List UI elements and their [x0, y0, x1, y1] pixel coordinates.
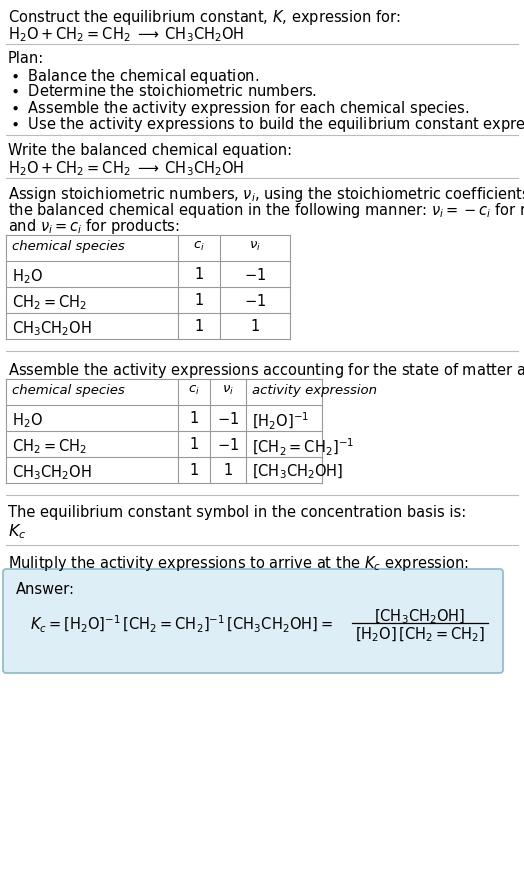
Text: $\mathrm{H_2O}$: $\mathrm{H_2O}$: [12, 411, 43, 430]
Text: $c_i$: $c_i$: [188, 384, 200, 397]
Text: Answer:: Answer:: [16, 582, 75, 597]
Text: $c_i$: $c_i$: [193, 240, 205, 253]
Text: $-1$: $-1$: [244, 267, 266, 283]
Text: Assign stoichiometric numbers, $\nu_i$, using the stoichiometric coefficients, $: Assign stoichiometric numbers, $\nu_i$, …: [8, 185, 524, 204]
Text: $\mathrm{H_2O}$: $\mathrm{H_2O}$: [12, 267, 43, 286]
Text: The equilibrium constant symbol in the concentration basis is:: The equilibrium constant symbol in the c…: [8, 505, 466, 520]
Text: $[\mathrm{CH_3CH_2OH}]$: $[\mathrm{CH_3CH_2OH}]$: [374, 608, 466, 626]
Text: 1: 1: [189, 411, 199, 426]
Text: $K_c$: $K_c$: [8, 522, 26, 540]
Text: Write the balanced chemical equation:: Write the balanced chemical equation:: [8, 143, 292, 158]
Text: $\bullet\;$ Balance the chemical equation.: $\bullet\;$ Balance the chemical equatio…: [10, 67, 259, 86]
Text: $\nu_i$: $\nu_i$: [249, 240, 261, 253]
Text: $[\mathrm{CH_3CH_2OH}]$: $[\mathrm{CH_3CH_2OH}]$: [252, 463, 343, 481]
FancyBboxPatch shape: [3, 569, 503, 673]
Text: chemical species: chemical species: [12, 240, 125, 253]
Text: Plan:: Plan:: [8, 51, 44, 66]
Text: $\mathrm{CH_3CH_2OH}$: $\mathrm{CH_3CH_2OH}$: [12, 463, 92, 481]
Text: and $\nu_i = c_i$ for products:: and $\nu_i = c_i$ for products:: [8, 217, 180, 236]
Text: 1: 1: [250, 319, 259, 334]
Text: $[\mathrm{H_2O}]^{-1}$: $[\mathrm{H_2O}]^{-1}$: [252, 411, 309, 432]
Text: $\mathrm{CH_2{=}CH_2}$: $\mathrm{CH_2{=}CH_2}$: [12, 293, 87, 312]
Text: $\mathrm{CH_3CH_2OH}$: $\mathrm{CH_3CH_2OH}$: [12, 319, 92, 338]
Text: $\bullet\;$ Use the activity expressions to build the equilibrium constant expre: $\bullet\;$ Use the activity expressions…: [10, 115, 524, 134]
Text: 1: 1: [194, 267, 204, 282]
Text: 1: 1: [194, 293, 204, 308]
Text: 1: 1: [189, 437, 199, 452]
Text: $\nu_i$: $\nu_i$: [222, 384, 234, 397]
Text: $-1$: $-1$: [244, 293, 266, 309]
Text: activity expression: activity expression: [252, 384, 377, 397]
Text: Assemble the activity expressions accounting for the state of matter and $\nu_i$: Assemble the activity expressions accoun…: [8, 361, 524, 380]
Text: Construct the equilibrium constant, $K$, expression for:: Construct the equilibrium constant, $K$,…: [8, 8, 401, 27]
Text: $\mathrm{H_2O + CH_2{=}CH_2 \;\longrightarrow\; CH_3CH_2OH}$: $\mathrm{H_2O + CH_2{=}CH_2 \;\longright…: [8, 25, 245, 44]
Text: the balanced chemical equation in the following manner: $\nu_i = -c_i$ for react: the balanced chemical equation in the fo…: [8, 201, 524, 220]
Text: 1: 1: [189, 463, 199, 478]
Text: $\bullet\;$ Assemble the activity expression for each chemical species.: $\bullet\;$ Assemble the activity expres…: [10, 99, 470, 118]
Text: $\mathrm{CH_2{=}CH_2}$: $\mathrm{CH_2{=}CH_2}$: [12, 437, 87, 455]
Text: $\mathrm{H_2O + CH_2{=}CH_2 \;\longrightarrow\; CH_3CH_2OH}$: $\mathrm{H_2O + CH_2{=}CH_2 \;\longright…: [8, 159, 245, 178]
Text: chemical species: chemical species: [12, 384, 125, 397]
Text: 1: 1: [223, 463, 233, 478]
Text: $[\mathrm{CH_2{=}CH_2}]^{-1}$: $[\mathrm{CH_2{=}CH_2}]^{-1}$: [252, 437, 354, 458]
Text: $K_c = [\mathrm{H_2O}]^{-1}\,[\mathrm{CH_2{=}CH_2}]^{-1}\,[\mathrm{CH_3CH_2OH}] : $K_c = [\mathrm{H_2O}]^{-1}\,[\mathrm{CH…: [30, 614, 333, 635]
Text: $-1$: $-1$: [217, 437, 239, 453]
Text: Mulitply the activity expressions to arrive at the $K_c$ expression:: Mulitply the activity expressions to arr…: [8, 554, 469, 573]
Text: 1: 1: [194, 319, 204, 334]
Text: $[\mathrm{H_2O}]\,[\mathrm{CH_2{=}CH_2}]$: $[\mathrm{H_2O}]\,[\mathrm{CH_2{=}CH_2}]…: [355, 626, 485, 645]
Text: $\bullet\;$ Determine the stoichiometric numbers.: $\bullet\;$ Determine the stoichiometric…: [10, 83, 317, 99]
Text: $-1$: $-1$: [217, 411, 239, 427]
